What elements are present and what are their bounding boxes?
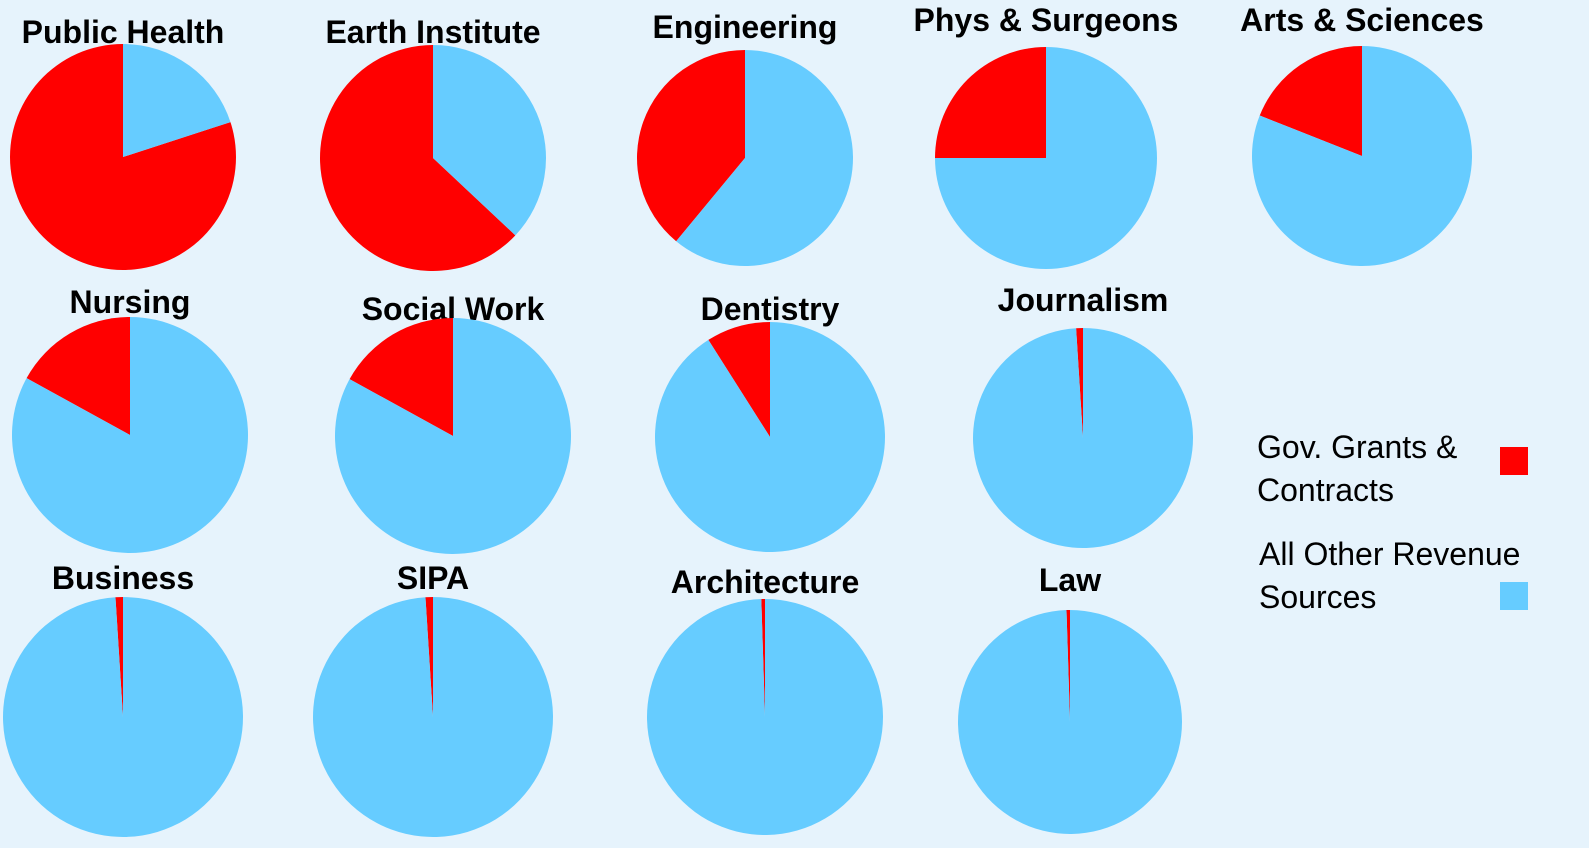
pie-slice <box>1252 46 1472 267</box>
legend-swatch <box>1500 582 1528 610</box>
chart-title: Earth Institute <box>325 14 540 50</box>
pie-slice <box>1066 610 1070 722</box>
pie-slice <box>26 317 131 435</box>
pie-slice <box>972 328 1193 548</box>
chart-title: Nursing <box>70 284 191 320</box>
pie-slice <box>433 45 546 236</box>
chart-title: Arts & Sciences <box>1240 2 1484 38</box>
chart-title: Journalism <box>998 282 1169 318</box>
pie-slice <box>708 322 770 437</box>
chart-title: Business <box>52 560 194 596</box>
pie-slice <box>2 597 243 838</box>
pie-slice <box>349 318 453 436</box>
pie-slice <box>957 610 1182 834</box>
pie-slice <box>1259 46 1362 156</box>
pie-slice <box>123 44 231 157</box>
legend-label: Gov. Grants & Contracts <box>1257 429 1458 508</box>
chart-title: Architecture <box>671 564 860 600</box>
pie-slice <box>115 597 123 717</box>
legend-label: All Other Revenue Sources <box>1259 536 1521 615</box>
pie-slice <box>654 322 885 552</box>
pie-slice <box>10 44 237 270</box>
chart-title: SIPA <box>397 560 469 596</box>
chart-title: Law <box>1039 562 1101 598</box>
pie-slice <box>935 47 1046 158</box>
pie-slice <box>676 50 854 266</box>
pie-slice <box>761 599 765 717</box>
pie-slice <box>637 50 745 242</box>
chart-title: Phys & Surgeons <box>914 2 1179 38</box>
pie-slice <box>1076 328 1083 438</box>
pie-slice <box>425 597 433 717</box>
pie-slice <box>335 318 571 554</box>
chart-title: Engineering <box>653 9 838 45</box>
legend-swatch <box>1500 447 1528 475</box>
pie-slice <box>320 45 516 271</box>
pie-slice <box>935 47 1157 269</box>
chart-title: Dentistry <box>701 291 840 327</box>
pie-slice <box>312 597 553 838</box>
pie-slice <box>647 598 884 836</box>
pie-slice <box>12 317 249 553</box>
